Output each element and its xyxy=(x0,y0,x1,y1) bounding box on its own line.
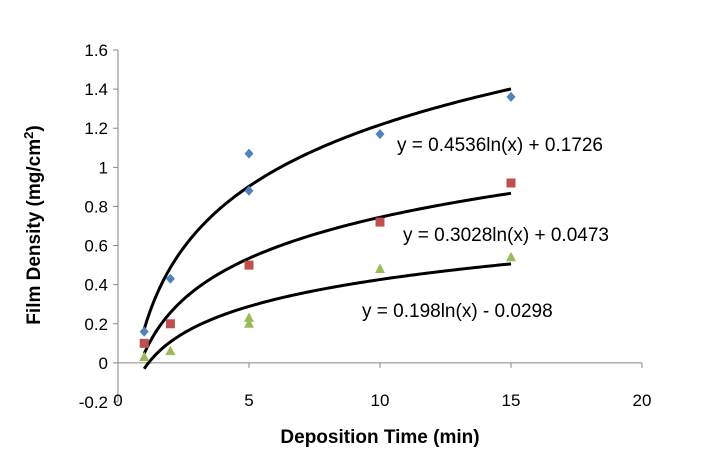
diamond-marker xyxy=(244,148,254,159)
y-tick-label: 0.4 xyxy=(84,276,108,295)
trendline-equation-3: y = 0.198ln(x) - 0.0298 xyxy=(362,301,553,322)
y-tick-label: 1.4 xyxy=(84,80,108,99)
x-tick-label: 10 xyxy=(371,391,390,410)
x-tick-label: 5 xyxy=(244,391,253,410)
y-tick-label: 1.2 xyxy=(84,119,108,138)
x-axis-label: Deposition Time (min) xyxy=(280,427,479,448)
y-axis-label: Film Density (mg/cm2) xyxy=(21,125,45,324)
trendline-equation-1: y = 0.4536ln(x) + 0.1726 xyxy=(397,135,603,156)
y-axis-label-main: Film Density (mg/cm xyxy=(24,139,45,325)
trendline-1 xyxy=(142,87,512,330)
diamond-marker xyxy=(506,91,516,102)
trendlines xyxy=(142,87,512,370)
diamond-marker xyxy=(139,326,149,337)
square-marker xyxy=(139,338,149,348)
triangle-marker xyxy=(375,263,385,274)
trendline-2 xyxy=(142,191,512,355)
y-tick-label: 1 xyxy=(99,158,108,177)
y-tick-label: 0.2 xyxy=(84,315,108,334)
y-tick-label: -0.2 xyxy=(79,393,108,412)
equations: y = 0.4536ln(x) + 0.1726 y = 0.3028ln(x) … xyxy=(362,135,609,322)
diamond-marker xyxy=(375,129,385,140)
triangle-marker xyxy=(244,312,254,322)
markers xyxy=(139,91,516,362)
triangle-marker xyxy=(506,251,516,262)
triangle-marker xyxy=(139,351,150,362)
triangle-marker xyxy=(244,318,254,328)
y-tick-label: 0.6 xyxy=(84,237,108,256)
y-axis-label-end: ) xyxy=(24,125,45,131)
trendline-equation-2: y = 0.3028ln(x) + 0.0473 xyxy=(403,225,609,246)
x-tick-label: 15 xyxy=(502,391,521,410)
square-marker xyxy=(506,178,516,188)
y-tick-label: 0 xyxy=(99,354,108,373)
square-marker xyxy=(244,260,254,270)
x-tick-label: 0 xyxy=(113,391,122,410)
x-tick-label: 20 xyxy=(633,391,652,410)
y-tick-label: 0.8 xyxy=(84,197,108,216)
square-marker xyxy=(375,217,385,227)
y-axis-label-sup: 2 xyxy=(21,132,36,139)
square-marker xyxy=(165,319,175,329)
diamond-marker xyxy=(244,185,254,196)
trendline-3 xyxy=(142,262,512,370)
diamond-marker xyxy=(165,273,175,284)
triangle-marker xyxy=(165,345,176,356)
y-tick-label: 1.6 xyxy=(84,41,108,60)
axes: -0.2 0 0.2 0.4 0.6 0.8 1 1.2 1.4 1.6 0 5 10 15 20 xyxy=(79,41,652,412)
